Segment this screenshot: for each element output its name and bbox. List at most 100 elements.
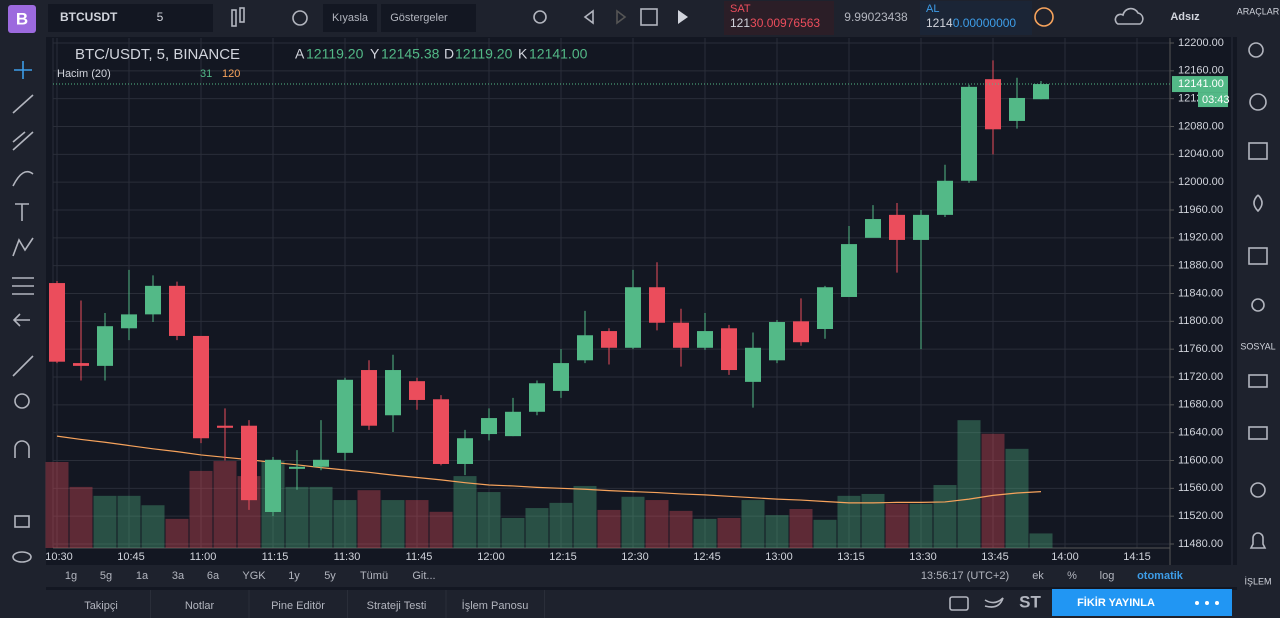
visibility-tool[interactable] xyxy=(12,551,32,563)
range-button[interactable]: 1g xyxy=(65,570,77,582)
volume-bar xyxy=(789,508,813,548)
x-tick-label: 11:45 xyxy=(406,551,433,563)
pattern-tool[interactable] xyxy=(12,237,34,257)
lock-tool[interactable] xyxy=(14,515,30,528)
more-dot[interactable] xyxy=(1195,601,1199,605)
volume-bar xyxy=(213,461,237,548)
undo-icon[interactable] xyxy=(583,9,594,25)
interval[interactable]: 5 xyxy=(157,10,164,24)
candle-body xyxy=(505,411,521,437)
news-icon[interactable] xyxy=(1248,247,1268,265)
candle-body xyxy=(937,180,953,215)
candle-body xyxy=(121,314,137,329)
publish-label: FİKİR YAYINLA xyxy=(1077,596,1155,609)
fib-tool[interactable] xyxy=(12,131,34,151)
line-tool[interactable] xyxy=(12,94,34,114)
range-button[interactable]: Tümü xyxy=(360,570,388,582)
chat-icon[interactable] xyxy=(1248,374,1268,388)
crosshair-tool[interactable] xyxy=(14,61,32,79)
settings-icon[interactable] xyxy=(292,10,308,26)
indicators-button[interactable] xyxy=(381,4,476,32)
publish-button[interactable] xyxy=(1052,589,1232,616)
y-tick-label: 11520.00 xyxy=(1178,510,1223,522)
text-tool[interactable] xyxy=(15,203,29,221)
tab[interactable]: Notlar xyxy=(185,600,215,612)
x-tick-label: 10:30 xyxy=(45,551,73,563)
volume-ma-last: 120 xyxy=(222,68,240,80)
candle-icon[interactable] xyxy=(239,7,245,23)
notifications-icon[interactable] xyxy=(1249,532,1267,549)
volume-bar xyxy=(645,500,669,548)
volume-bar xyxy=(309,486,333,548)
range-button[interactable]: 5y xyxy=(324,570,336,582)
zoom-tool[interactable] xyxy=(14,393,30,409)
private-chat-icon[interactable] xyxy=(1248,426,1268,440)
y-tick-label: 11920.00 xyxy=(1178,232,1223,244)
volume-bar xyxy=(741,500,765,548)
info-icon[interactable] xyxy=(1034,7,1054,27)
percent-toggle[interactable]: % xyxy=(1067,570,1077,582)
volume-last: 31 xyxy=(200,68,212,80)
ideas-icon[interactable] xyxy=(1251,298,1265,312)
more-dot[interactable] xyxy=(1215,601,1219,605)
prediction-tool[interactable] xyxy=(12,277,34,295)
brush-tool[interactable] xyxy=(12,170,34,187)
cloud-icon[interactable] xyxy=(1114,7,1144,25)
volume-bar xyxy=(453,476,477,548)
fullscreen-icon[interactable] xyxy=(640,8,658,26)
compare-button[interactable] xyxy=(323,4,377,32)
hotlist-icon[interactable] xyxy=(1253,194,1263,213)
snapshot-icon[interactable] xyxy=(949,596,969,611)
sell-button[interactable] xyxy=(724,1,834,35)
candle-body xyxy=(841,244,857,297)
stream-icon[interactable] xyxy=(1250,482,1266,498)
y-tick-label: 12040.00 xyxy=(1178,148,1224,160)
candle-body xyxy=(1009,97,1025,121)
extended-toggle[interactable]: ek xyxy=(1032,570,1044,582)
sidebar-tools: ARAÇLAR xyxy=(1237,6,1280,16)
layout-name[interactable]: Adsız xyxy=(1170,11,1200,23)
tab[interactable]: Pine Editör xyxy=(271,600,325,612)
range-bar xyxy=(0,565,1237,587)
log-toggle[interactable]: log xyxy=(1100,570,1115,582)
candle-body xyxy=(913,214,929,240)
more-dot[interactable] xyxy=(1205,601,1209,605)
replay-icon[interactable] xyxy=(678,10,688,24)
alerts-icon[interactable] xyxy=(1249,93,1267,111)
tab-list: Takipçi Notlar Pine Editör Strateji Testi İş… xyxy=(84,590,545,618)
alert-icon[interactable] xyxy=(533,10,547,24)
candle-body xyxy=(361,370,377,426)
twitter-icon[interactable] xyxy=(984,597,1004,608)
range-button[interactable]: 6a xyxy=(207,570,220,582)
symbol-box[interactable] xyxy=(48,4,213,32)
redo-icon[interactable] xyxy=(616,9,627,25)
watchlist-icon[interactable] xyxy=(1248,42,1264,58)
range-button[interactable]: 3a xyxy=(172,570,185,582)
y-tick-label: 11480.00 xyxy=(1178,538,1223,550)
stocktwits[interactable]: ST xyxy=(1019,592,1041,611)
calendar-icon[interactable] xyxy=(1248,142,1268,160)
buy-button[interactable] xyxy=(920,1,1032,35)
range-button[interactable]: Git... xyxy=(412,570,435,582)
volume-bar xyxy=(621,496,645,548)
measure-tool[interactable] xyxy=(12,355,34,377)
legend-value: 12119.20 xyxy=(455,46,513,62)
logo[interactable] xyxy=(8,5,36,33)
tab[interactable]: Takipçi xyxy=(84,600,118,612)
range-button[interactable]: 1y xyxy=(288,570,300,582)
magnet-tool[interactable] xyxy=(14,440,30,458)
candle-body xyxy=(73,363,89,366)
range-button[interactable]: 5g xyxy=(100,570,112,582)
tab[interactable]: İşlem Panosu xyxy=(462,599,529,612)
candle-icon[interactable] xyxy=(231,9,237,27)
buy-price-head: 1214 xyxy=(926,16,953,30)
back-tool[interactable] xyxy=(12,313,30,327)
candle-body xyxy=(313,459,329,467)
range-button[interactable]: 1a xyxy=(136,570,149,582)
range-button[interactable]: YGK xyxy=(242,570,266,582)
tab[interactable]: Strateji Testi xyxy=(367,600,427,612)
legend-value: 12141.00 xyxy=(529,46,588,62)
auto-toggle[interactable]: otomatik xyxy=(1137,570,1184,582)
legend-value: 12145.38 xyxy=(381,46,440,62)
volume-bar xyxy=(477,492,501,548)
